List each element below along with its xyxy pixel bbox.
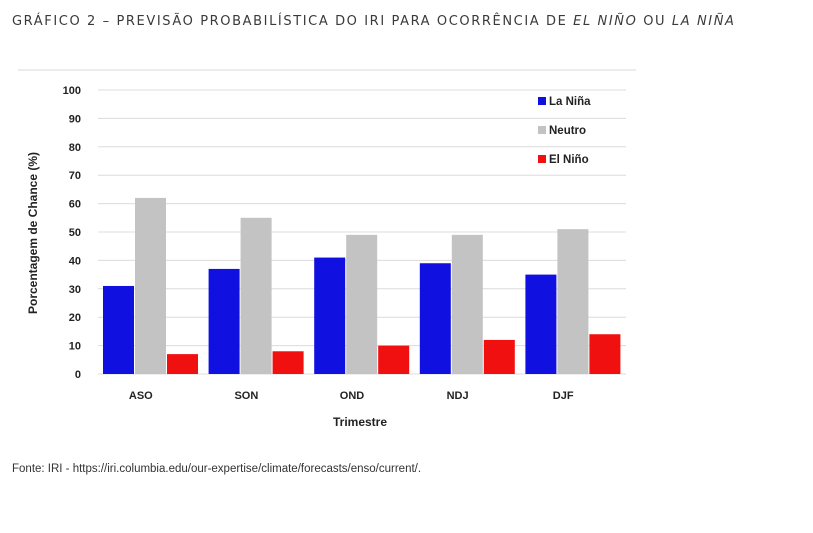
bar-djf-2 — [589, 334, 621, 374]
bar-aso-1 — [135, 197, 166, 374]
bar-ndj-1 — [451, 234, 483, 374]
bar-son-1 — [240, 217, 272, 374]
title-el-nino: EL NIÑO — [573, 14, 638, 29]
bar-aso-2 — [167, 354, 198, 374]
y-tick-label: 40 — [69, 255, 81, 267]
bar-djf-0 — [525, 274, 557, 374]
y-tick-label: 80 — [69, 142, 81, 154]
y-tick-label: 30 — [69, 284, 81, 296]
bar-ond-2 — [378, 345, 410, 374]
bar-ndj-2 — [483, 339, 515, 374]
title-la-nina: LA NIÑA — [671, 14, 736, 29]
x-tick-label: DJF — [553, 390, 574, 402]
legend-swatch — [538, 97, 546, 105]
title-mid: OU — [637, 14, 672, 29]
bar-djf-1 — [557, 229, 589, 374]
bar-son-2 — [272, 351, 304, 374]
x-tick-label: SON — [234, 390, 258, 402]
bar-ndj-0 — [419, 263, 451, 374]
bar-ond-1 — [346, 234, 378, 374]
x-tick-label: NDJ — [447, 390, 469, 402]
legend-swatch — [538, 126, 546, 134]
x-axis-label: Trimestre — [333, 415, 387, 429]
title-prefix: GRÁFICO 2 – PREVISÃO PROBABILÍSTICA DO I… — [12, 14, 574, 29]
x-tick-label: ASO — [129, 390, 153, 402]
legend-label: Neutro — [549, 125, 586, 137]
y-tick-label: 60 — [69, 199, 81, 211]
y-tick-labels: 0 10 20 30 40 50 60 70 80 90 100 — [63, 85, 81, 381]
y-tick-label: 50 — [69, 227, 81, 239]
chart-title: GRÁFICO 2 – PREVISÃO PROBABILÍSTICA DO I… — [12, 14, 736, 29]
legend: La Niña Neutro El Niño — [538, 96, 591, 166]
y-tick-label: 100 — [63, 85, 81, 97]
bar-chart: 0 10 20 30 40 50 60 70 80 90 100 ASO SON OND NDJ DJF L… — [18, 69, 636, 429]
y-tick-label: 70 — [69, 170, 81, 182]
source-note: Fonte: IRI - https://iri.columbia.edu/ou… — [12, 463, 422, 475]
bar-ond-0 — [314, 257, 346, 374]
y-tick-label: 20 — [69, 312, 81, 324]
legend-label: El Niño — [549, 154, 589, 166]
bar-aso-0 — [103, 285, 134, 374]
y-tick-label: 0 — [75, 369, 81, 381]
y-axis-label: Porcentagem de Chance (%) — [26, 152, 40, 314]
bar-son-0 — [208, 268, 240, 374]
x-tick-label: OND — [340, 390, 365, 402]
x-tick-labels: ASO SON OND NDJ DJF — [129, 390, 574, 402]
y-tick-label: 90 — [69, 113, 81, 125]
legend-label: La Niña — [549, 96, 591, 108]
bars — [103, 197, 621, 374]
y-tick-label: 10 — [69, 341, 81, 353]
legend-swatch — [538, 155, 546, 163]
